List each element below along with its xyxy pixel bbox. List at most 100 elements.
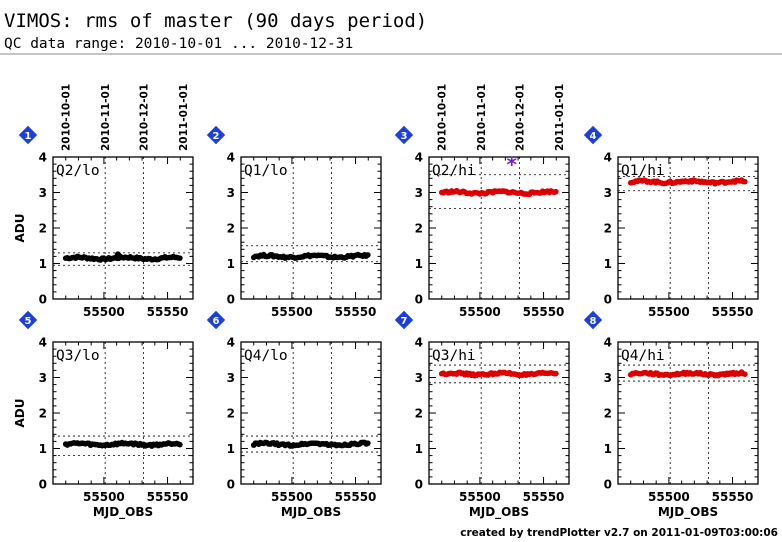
outlier-point [114,251,122,258]
panel-label: Q3/hi [432,348,476,364]
x-tick-label: 55550 [712,305,754,319]
panel-1: 0 1 2 3 4 55500 55550 2010-10-01 2010-11-01 2010-… [13,84,194,319]
data-point [553,188,559,195]
data-point [365,252,371,258]
y-tick-label: 0 [415,478,423,492]
y-axis-label: ADU [13,214,27,243]
panel-label: Q3/lo [56,348,100,364]
panel-number-badge [583,125,603,145]
x-tick-label: 55500 [83,305,125,319]
y-tick-label: 3 [227,186,235,200]
y-tick-label: 3 [227,371,235,385]
page-title: VIMOS: rms of master (90 days period) [4,10,427,32]
y-tick-label: 3 [39,371,47,385]
x-axis-label: MJD_OBS [281,505,341,520]
panel-number: 4 [590,131,597,142]
y-tick-label: 0 [227,293,235,307]
data-point [742,178,748,185]
panel-5: 0 1 2 3 4 55500 55550 Q3/lo 5 ADU MJD_OBS [13,310,194,520]
x-axis-label: MJD_OBS [469,505,529,520]
date-tick-label: 2011-01-01 [178,84,190,151]
panel-number: 5 [25,316,32,327]
y-tick-label: 1 [39,442,47,456]
panel-7: 0 1 2 3 4 55500 55550 Q3/hi 7 MJD_OBS [394,310,570,520]
y-tick-label: 1 [604,257,612,271]
panel-number-badge [206,125,226,145]
panel-label: Q1/lo [244,163,288,179]
y-tick-label: 0 [39,293,47,307]
panel-label: Q2/hi [432,163,476,179]
panel-grid: 0 1 2 3 4 55500 55550 2010-10-01 2010-11-01 2010-… [13,84,759,520]
x-tick-label: 55550 [712,490,754,504]
y-tick-label: 0 [604,478,612,492]
y-tick-label: 2 [39,222,47,236]
y-tick-label: 2 [415,407,423,421]
y-tick-label: 4 [604,336,612,350]
x-tick-label: 55550 [335,490,377,504]
y-tick-label: 4 [604,151,612,165]
data-point [553,370,559,377]
panel-number: 1 [25,131,32,142]
y-tick-label: 0 [39,478,47,492]
page-subtitle: QC data range: 2010-10-01 ... 2010-12-31 [4,36,353,52]
panel-4: 0 1 2 3 4 55500 55550 Q1/hi 4 [583,125,759,319]
panel-number-badge [18,125,38,145]
date-tick-label: 2010-10-01 [437,84,449,151]
panel-2: 0 1 2 3 4 55500 55550 Q1/lo 2 [206,125,382,319]
x-axis-label: MJD_OBS [93,505,153,520]
panel-label: Q2/lo [56,163,100,179]
y-tick-label: 2 [227,407,235,421]
date-tick-label: 2011-01-01 [554,84,566,151]
x-tick-label: 55500 [459,305,501,319]
y-tick-label: 1 [227,257,235,271]
panel-number-badge [583,310,603,330]
panel-label: Q1/hi [621,163,665,179]
y-tick-label: 0 [227,478,235,492]
date-tick-label: 2010-11-01 [476,84,488,151]
x-tick-label: 55550 [523,490,565,504]
x-tick-label: 55550 [147,305,189,319]
y-tick-label: 2 [415,222,423,236]
panel-label: Q4/lo [244,348,288,364]
x-tick-label: 55500 [648,490,690,504]
y-tick-label: 1 [227,442,235,456]
data-point [177,255,183,261]
panel-label: Q4/hi [621,348,665,364]
panel-number: 6 [213,316,220,327]
panel-number: 8 [590,316,597,327]
y-tick-label: 4 [227,151,235,165]
date-tick-label: 2010-11-01 [100,84,112,151]
x-tick-label: 55550 [523,305,565,319]
y-tick-label: 1 [39,257,47,271]
date-tick-label: 2010-12-01 [514,84,526,151]
y-tick-label: 1 [604,442,612,456]
outlier-point: * [506,152,517,176]
y-tick-label: 3 [415,186,423,200]
y-tick-label: 2 [227,222,235,236]
y-tick-label: 0 [604,293,612,307]
y-tick-label: 3 [604,371,612,385]
y-tick-label: 4 [415,151,423,165]
data-point [365,440,371,446]
date-tick-label: 2010-10-01 [61,84,73,151]
y-tick-label: 2 [39,407,47,421]
x-tick-label: 55500 [271,490,313,504]
panel-number-badge [394,125,414,145]
y-tick-label: 2 [604,407,612,421]
data-point [177,441,183,448]
y-tick-label: 3 [604,186,612,200]
y-tick-label: 1 [415,257,423,271]
y-tick-label: 4 [415,336,423,350]
x-axis-label: MJD_OBS [658,505,718,520]
y-tick-label: 3 [415,371,423,385]
y-tick-label: 4 [39,336,47,350]
date-tick-label: 2010-12-01 [138,84,150,151]
y-axis-label: ADU [13,399,27,428]
x-tick-label: 55550 [335,305,377,319]
panel-number: 7 [401,316,408,327]
panel-number-badge [18,310,38,330]
y-tick-label: 3 [39,186,47,200]
panel-number-badge [394,310,414,330]
